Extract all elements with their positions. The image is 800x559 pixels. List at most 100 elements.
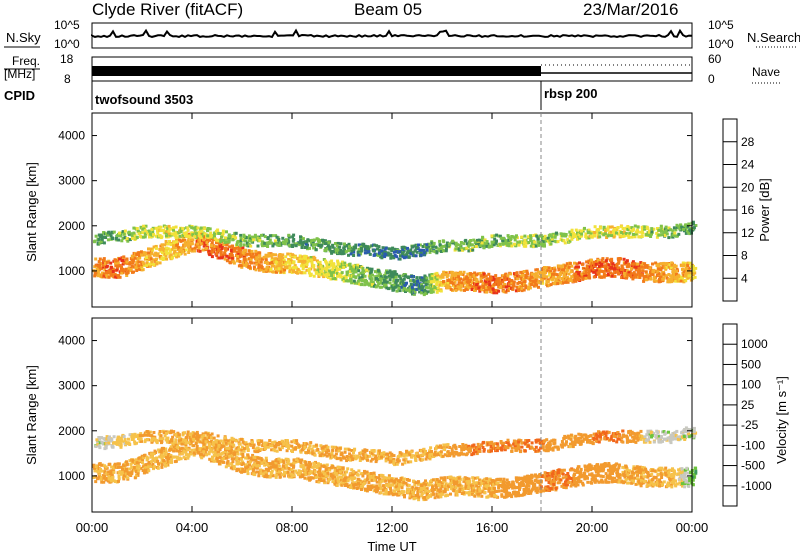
data-cell xyxy=(211,255,214,258)
data-cell xyxy=(155,262,158,265)
data-cell xyxy=(497,290,500,293)
data-cell xyxy=(170,253,173,256)
data-cell xyxy=(543,245,546,248)
data-cell xyxy=(594,225,597,228)
nsky-label: N.Sky xyxy=(6,30,41,45)
data-cell xyxy=(236,243,239,246)
data-cell xyxy=(299,460,302,463)
data-cell xyxy=(122,259,125,262)
data-cell xyxy=(341,271,344,274)
data-cell xyxy=(442,249,445,252)
data-cell xyxy=(157,467,160,470)
data-cell xyxy=(677,274,680,277)
data-cell xyxy=(502,237,505,240)
data-cell xyxy=(222,239,225,242)
data-cell xyxy=(468,286,471,289)
data-cell xyxy=(603,226,606,229)
data-cell xyxy=(309,274,312,277)
data-cell xyxy=(364,251,367,254)
data-cell xyxy=(136,472,139,475)
data-cell xyxy=(304,461,307,464)
data-cell xyxy=(193,451,196,454)
data-cell xyxy=(426,277,429,280)
data-cell xyxy=(292,238,295,241)
data-cell xyxy=(372,249,375,252)
data-cell xyxy=(488,288,491,291)
data-cell xyxy=(369,253,372,256)
data-cell xyxy=(555,232,558,235)
data-cell xyxy=(196,448,199,451)
data-cell xyxy=(342,246,345,249)
data-cell xyxy=(479,244,482,247)
data-cell xyxy=(423,251,426,254)
data-cell xyxy=(339,242,342,245)
data-cell xyxy=(280,460,283,463)
data-cell xyxy=(342,266,345,269)
data-cell xyxy=(118,462,121,465)
data-cell xyxy=(264,235,267,238)
data-cell xyxy=(626,259,629,262)
data-cell xyxy=(357,469,360,472)
data-cell xyxy=(633,262,636,265)
data-cell xyxy=(236,255,239,258)
data-cell xyxy=(155,258,158,261)
data-cell xyxy=(530,245,533,248)
data-cell xyxy=(153,465,156,468)
data-cell xyxy=(278,465,281,468)
data-cell xyxy=(345,470,348,473)
data-cell xyxy=(206,234,209,237)
data-cell xyxy=(327,480,330,483)
data-cell xyxy=(165,240,168,243)
data-cell xyxy=(680,280,683,283)
data-cell xyxy=(254,250,257,253)
data-cell xyxy=(657,267,660,270)
y-tick-label: 4000 xyxy=(58,129,85,143)
data-cell xyxy=(292,266,295,269)
data-cell xyxy=(147,251,150,254)
data-cell xyxy=(266,245,269,248)
data-cell xyxy=(124,230,127,233)
data-cell xyxy=(336,476,339,479)
data-cell xyxy=(688,274,691,277)
data-cell xyxy=(413,280,416,283)
data-cell xyxy=(651,263,654,266)
data-cell xyxy=(239,243,242,246)
data-cell xyxy=(342,467,345,470)
data-cell xyxy=(240,237,243,240)
data-cell xyxy=(225,457,228,460)
data-cell xyxy=(553,273,556,276)
data-cell xyxy=(669,228,672,231)
data-cell xyxy=(319,467,322,470)
data-cell xyxy=(187,245,190,248)
freq-panel: Freq. [MHz] 18 8 60 0 Nave xyxy=(4,52,780,86)
data-cell xyxy=(475,279,478,282)
data-cell xyxy=(666,233,669,236)
data-cell xyxy=(330,271,333,274)
data-cell xyxy=(410,279,413,282)
data-cell xyxy=(573,279,576,282)
data-cell xyxy=(197,452,200,455)
data-cell xyxy=(437,287,440,290)
data-cell xyxy=(383,255,386,258)
data-cell xyxy=(150,248,153,251)
data-cell xyxy=(460,284,463,287)
data-cell xyxy=(125,468,128,471)
data-cell xyxy=(630,267,633,270)
data-cell xyxy=(111,478,114,481)
colorbar-tick-label: 16 xyxy=(741,203,755,217)
data-cell xyxy=(305,246,308,249)
nsky-tick-bottom: 10^0 xyxy=(54,37,80,51)
data-cell xyxy=(615,232,618,235)
data-cell xyxy=(117,239,120,242)
colorbar-tick-label: 12 xyxy=(741,226,755,240)
data-cell xyxy=(246,465,249,468)
data-cell xyxy=(336,484,339,487)
data-cell xyxy=(558,276,561,279)
data-cell xyxy=(490,245,493,248)
data-cell xyxy=(142,225,145,228)
data-cell xyxy=(373,254,376,257)
data-cell xyxy=(530,283,533,286)
data-cell xyxy=(195,442,198,445)
data-cell xyxy=(597,228,600,231)
